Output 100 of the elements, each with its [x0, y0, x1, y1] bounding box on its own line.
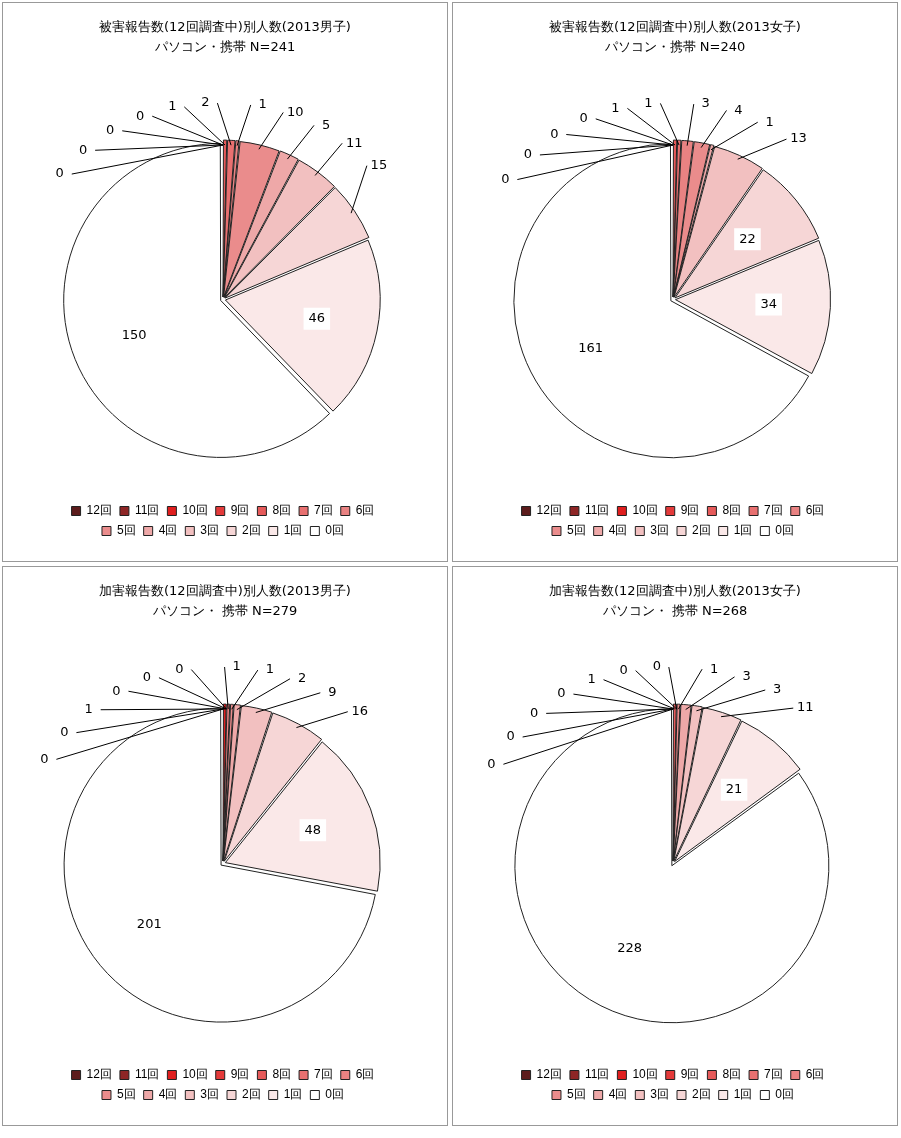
- legend-label: 1回: [733, 523, 753, 538]
- data-label: 4: [734, 101, 743, 117]
- data-label: 13: [790, 130, 807, 146]
- legend-label: 9回: [680, 1067, 700, 1082]
- text: 0: [79, 141, 88, 157]
- legend-label: 3回: [200, 523, 220, 538]
- legend-label: 11回: [584, 503, 610, 518]
- data-label: 3: [742, 668, 751, 684]
- legend-label: 5回: [566, 523, 586, 538]
- text: 0: [619, 661, 628, 677]
- data-label: 1: [709, 660, 719, 676]
- legend-label: 2回: [692, 523, 711, 538]
- legend-label: 9回: [230, 503, 250, 518]
- legend-label: 5回: [566, 1087, 586, 1102]
- data-label: 21: [725, 781, 743, 797]
- legend-label: 1回: [283, 1087, 303, 1102]
- legend-label: 4回: [158, 523, 178, 538]
- legend-label: 10回: [632, 503, 658, 518]
- chart-title: 加害報告数(12回調査中)別人数(2013女子): [548, 582, 802, 600]
- data-label: 1: [644, 94, 653, 110]
- legend-label: 8回: [272, 1067, 292, 1082]
- legend-label: 2回: [242, 523, 261, 538]
- chart-title: 被害報告数(12回調査中)別人数(2013男子): [98, 18, 352, 36]
- legend-label: 3回: [650, 523, 670, 538]
- legend-label: 5回: [116, 523, 136, 538]
- data-label: 3: [773, 681, 782, 697]
- legend-label: 7回: [314, 1067, 333, 1082]
- data-label: 1: [84, 701, 93, 717]
- legend-label: 9回: [230, 1067, 250, 1082]
- chart-title: 加害報告数(12回調査中)別人数(2013男子): [98, 582, 352, 600]
- text: 0: [501, 170, 510, 186]
- legend-label: 11回: [134, 1067, 160, 1082]
- text: 0: [652, 658, 661, 674]
- legend-label: 4回: [158, 1087, 178, 1102]
- legend-label: 10回: [182, 1067, 208, 1082]
- legend-label: 1回: [283, 523, 303, 538]
- legend-label: 10回: [632, 1067, 658, 1082]
- text: 0: [142, 669, 152, 685]
- legend-label: 6回: [805, 503, 825, 518]
- text: 0: [523, 146, 533, 162]
- data-label: 1: [265, 661, 274, 677]
- data-label: 201: [136, 916, 162, 932]
- chart-subtitle: パソコン・ 携帯 N=279: [151, 602, 299, 620]
- legend-label: 11回: [584, 1067, 610, 1082]
- data-label: 2: [201, 94, 210, 110]
- data-label: 3: [701, 95, 710, 111]
- data-label: 46: [308, 310, 326, 326]
- legend-label: 0回: [325, 523, 345, 538]
- legend-label: 0回: [325, 1087, 345, 1102]
- data-label: 9: [328, 684, 337, 700]
- data-label: 161: [578, 339, 604, 355]
- legend-label: 5回: [116, 1087, 136, 1102]
- data-label: 5: [321, 116, 331, 132]
- legend-label: 2回: [692, 1087, 711, 1102]
- text: 0: [106, 122, 115, 138]
- text: 0: [550, 125, 559, 141]
- text: 0: [40, 750, 49, 766]
- text: 0: [60, 724, 69, 740]
- legend-label: 12回: [86, 1067, 112, 1082]
- chart-subtitle: パソコン・携帯 N=241: [153, 38, 297, 56]
- data-label: 15: [370, 157, 388, 173]
- legend-label: 0回: [775, 523, 795, 538]
- legend-label: 4回: [608, 523, 628, 538]
- data-label: 1: [611, 99, 620, 115]
- legend-label: 8回: [272, 503, 292, 518]
- data-label: 34: [760, 295, 777, 311]
- legend-label: 7回: [764, 503, 783, 518]
- legend-label: 8回: [722, 1067, 742, 1082]
- legend-label: 9回: [680, 503, 700, 518]
- data-label: 1: [765, 113, 774, 129]
- text: 0: [175, 660, 184, 676]
- legend-label: 3回: [650, 1087, 670, 1102]
- legend-label: 7回: [314, 503, 333, 518]
- chart-subtitle: パソコン・携帯 N=240: [603, 38, 747, 56]
- data-label: 1: [258, 96, 267, 112]
- data-label: 16: [351, 703, 369, 719]
- legend-label: 2回: [242, 1087, 261, 1102]
- chart-title: 被害報告数(12回調査中)別人数(2013女子): [548, 18, 802, 36]
- data-label: 1: [168, 98, 177, 114]
- legend-label: 6回: [355, 503, 375, 518]
- legend-label: 10回: [182, 503, 208, 518]
- data-label: 150: [121, 326, 147, 342]
- legend-label: 6回: [355, 1067, 375, 1082]
- legend-label: 12回: [536, 1067, 562, 1082]
- data-label: 48: [304, 821, 322, 837]
- data-label: 11: [796, 699, 814, 715]
- legend-label: 6回: [805, 1067, 825, 1082]
- text: 0: [579, 110, 588, 126]
- text: 0: [112, 682, 121, 698]
- legend-label: 12回: [86, 503, 112, 518]
- legend-label: 8回: [722, 503, 742, 518]
- text: 0: [530, 704, 539, 720]
- chart-subtitle: パソコン・ 携帯 N=268: [601, 602, 749, 620]
- text: 0: [506, 728, 515, 744]
- text: 0: [487, 755, 496, 771]
- legend-label: 11回: [134, 503, 160, 518]
- legend-label: 1回: [733, 1087, 753, 1102]
- legend-label: 4回: [608, 1087, 628, 1102]
- data-label: 1: [587, 671, 596, 687]
- data-label: 11: [345, 134, 363, 150]
